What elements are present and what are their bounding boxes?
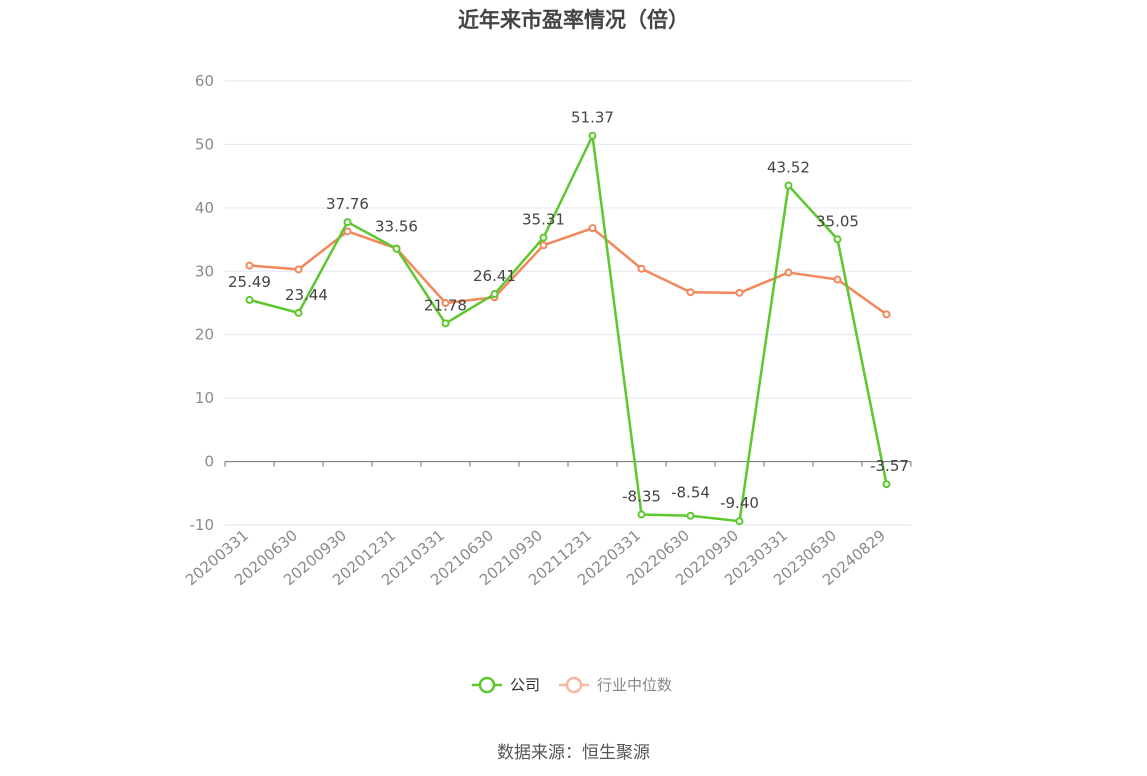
company-point [833, 235, 842, 244]
company-data-label: -9.40 [720, 494, 759, 512]
y-tick-label: -10 [190, 516, 215, 534]
chart-title: 近年来市盈率情况（倍） [458, 8, 689, 32]
legend-marker-icon [478, 676, 496, 694]
company-data-label: 26.41 [473, 267, 516, 285]
company-point [392, 244, 401, 253]
grid-lines [225, 80, 911, 526]
company-point [637, 510, 646, 519]
series-line-company [249, 134, 888, 523]
industry-point [588, 224, 597, 233]
company-point [588, 131, 597, 140]
company-point [441, 319, 450, 328]
industry-point [833, 275, 842, 284]
company-data-label: -8.35 [622, 488, 661, 506]
company-point [294, 308, 303, 317]
y-tick-label: 60 [195, 72, 214, 90]
company-data-label: 23.44 [285, 286, 328, 304]
y-axis: -10 0 10 20 30 40 50 60 [190, 72, 215, 534]
company-point [735, 517, 744, 526]
series-lines [245, 131, 891, 526]
company-data-label: 43.52 [767, 159, 810, 177]
industry-point [245, 261, 254, 270]
company-point [686, 511, 695, 520]
data-source-note: 数据来源：恒生聚源 [497, 743, 650, 763]
company-data-label: 37.76 [326, 195, 369, 213]
y-tick-label: 0 [204, 453, 214, 471]
industry-point [294, 265, 303, 274]
company-point [245, 295, 254, 304]
industry-point [441, 299, 450, 307]
company-data-label: 35.31 [522, 211, 565, 229]
legend-marker-icon [565, 676, 583, 694]
company-data-label: 51.37 [571, 109, 614, 127]
industry-point [735, 288, 744, 297]
industry-point [686, 288, 695, 297]
company-point [882, 480, 891, 489]
series-line-industry [249, 226, 888, 316]
legend-item-company[interactable]: 公司 [472, 676, 540, 694]
company-point [490, 290, 499, 299]
industry-point [539, 241, 548, 250]
company-point [343, 218, 352, 227]
legend-label: 公司 [510, 676, 540, 694]
legend[interactable]: 公司 行业中位数 [472, 676, 672, 694]
company-data-label: -8.54 [671, 484, 710, 502]
company-data-label: 21.78 [424, 296, 467, 314]
y-tick-label: 20 [195, 326, 214, 344]
industry-point [882, 310, 891, 319]
company-data-label: 33.56 [375, 218, 418, 236]
y-tick-label: 10 [195, 389, 214, 407]
data-labels: 25.49 23.44 37.76 33.56 21.78 26.41 35.31 51.37… [228, 109, 909, 512]
company-data-label: -3.57 [870, 457, 909, 475]
y-tick-label: 40 [195, 199, 214, 217]
y-tick-label: 30 [195, 262, 214, 280]
industry-point [343, 227, 352, 236]
industry-point [637, 264, 646, 273]
legend-label: 行业中位数 [597, 676, 672, 694]
company-point [784, 181, 793, 190]
company-point [539, 233, 548, 242]
legend-item-industry[interactable]: 行业中位数 [559, 676, 672, 694]
company-data-label: 35.05 [816, 212, 859, 230]
y-tick-label: 50 [195, 135, 214, 153]
industry-point [784, 268, 793, 277]
company-data-label: 25.49 [228, 273, 271, 291]
